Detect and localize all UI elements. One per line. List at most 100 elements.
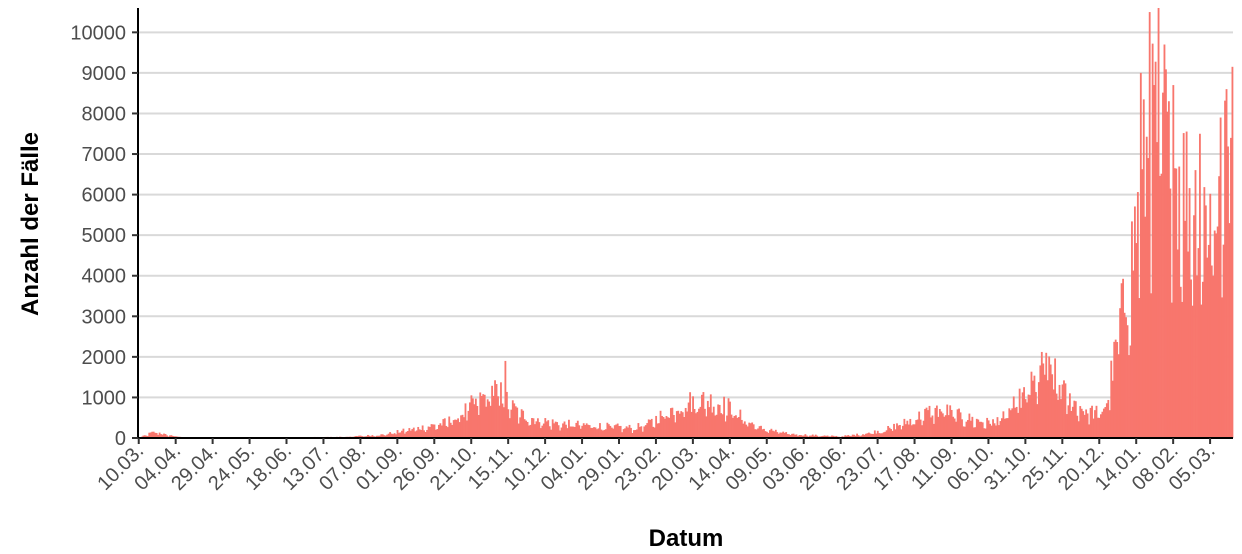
bar [650,418,653,438]
bar [752,424,755,438]
bar [170,435,173,438]
bar [355,435,358,438]
y-tick-label: 0 [115,428,126,450]
bar [740,419,743,438]
bar [1231,66,1234,439]
bar [553,423,556,438]
bar [1002,411,1005,438]
bar [1042,363,1045,438]
bar [702,392,705,438]
bar [145,435,148,438]
bar [751,422,754,438]
bar [1123,312,1126,438]
bar [545,421,548,438]
bar [1049,364,1052,438]
bar [446,427,449,438]
bar [890,429,892,438]
bar [1105,403,1108,438]
bar [986,417,989,438]
bar [604,429,607,438]
bar [699,406,702,438]
bar [171,435,174,438]
bar [865,433,867,438]
bar [1219,117,1222,438]
bar [619,425,622,438]
bar [1154,61,1157,438]
bar [1225,89,1228,438]
bar [473,404,476,438]
bar [644,425,647,438]
bar [727,398,730,438]
bar [1116,342,1119,438]
bar [1097,417,1099,438]
bar [733,415,736,438]
bar [501,403,504,438]
bar [414,431,417,438]
bar [424,432,427,438]
bar [442,419,445,438]
bar [489,405,492,438]
bar [701,394,703,438]
bar [457,418,460,438]
bar [969,420,972,438]
bar [476,405,479,438]
bar [922,420,925,438]
bar [157,434,160,438]
bar [449,422,452,438]
bar [665,416,668,438]
bar [903,418,906,438]
bar [938,408,941,438]
bar [1194,170,1197,438]
bar [603,429,606,438]
bar [1088,424,1091,438]
bar [1073,400,1076,438]
bar [891,430,894,438]
bar [143,435,146,438]
bar [687,402,690,438]
bar [696,411,699,438]
bar [998,425,1000,438]
bar [500,382,502,438]
bar [1098,417,1101,438]
bar [146,435,149,438]
bar [878,433,881,438]
bar [550,429,553,438]
bar [794,434,796,438]
bar [149,432,152,438]
bar [492,395,495,438]
bar [551,419,554,438]
bar [652,426,655,438]
bar [1144,216,1147,438]
bar [876,430,879,438]
bar [847,435,850,438]
bar [398,432,400,438]
bar [469,402,471,438]
bar [479,392,482,438]
bar [1159,175,1161,438]
bar [1167,101,1170,438]
bar [1046,380,1049,438]
bar [402,428,405,438]
bar [368,435,371,438]
bar [937,416,940,438]
bar [582,423,585,438]
bar [526,421,529,438]
bar [1060,399,1062,438]
bar [866,433,869,438]
bar [900,429,903,438]
bar [1113,341,1116,438]
bar [872,433,875,438]
bar [804,434,807,438]
bar [1138,298,1141,438]
bar [511,400,514,438]
bar [1110,360,1113,438]
bar [940,411,943,438]
bar [1068,393,1071,438]
bar [1017,412,1020,438]
bar [452,420,455,438]
bar [860,435,863,438]
bar [706,400,709,438]
bar [729,401,731,438]
bar [1139,72,1142,438]
bar [618,426,621,438]
